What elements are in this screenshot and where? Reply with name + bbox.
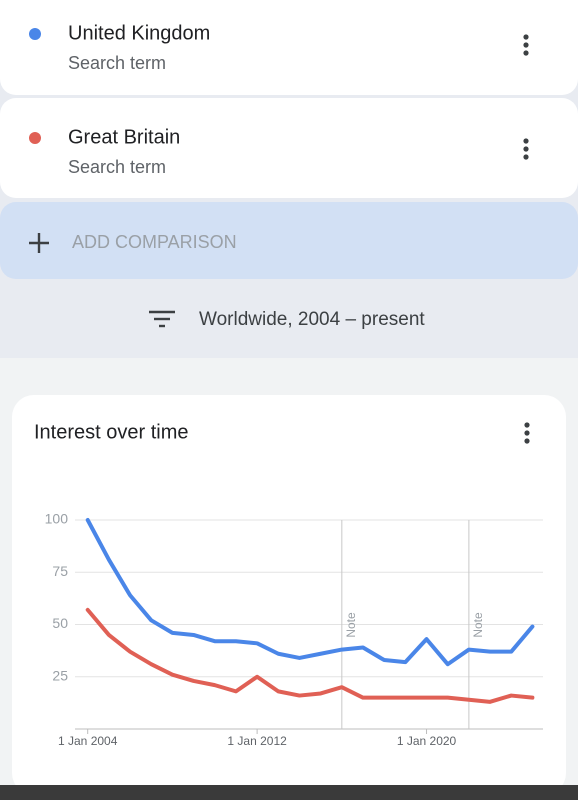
add-comparison-button[interactable] — [0, 202, 578, 279]
chart-title: Interest over time — [34, 421, 189, 443]
y-tick-label: 100 — [45, 511, 69, 527]
term-type: Search term — [68, 157, 166, 177]
chart-card — [12, 395, 566, 795]
nav-bar — [0, 785, 578, 800]
note-label: Note — [344, 612, 358, 638]
x-tick-label: 1 Jan 2004 — [58, 734, 118, 748]
kebab-menu[interactable] — [523, 138, 529, 160]
x-tick-label: 1 Jan 2012 — [227, 734, 287, 748]
x-tick-label: 1 Jan 2020 — [397, 734, 457, 748]
plus-icon — [29, 233, 49, 253]
kebab-menu[interactable] — [523, 34, 529, 56]
series-dot — [29, 28, 41, 40]
y-tick-label: 25 — [52, 667, 68, 683]
add-comparison-label: ADD COMPARISON — [72, 232, 237, 252]
series-dot — [29, 132, 41, 144]
comparison-card[interactable] — [0, 98, 578, 198]
filter-icon[interactable] — [149, 310, 175, 328]
filter-label[interactable]: Worldwide, 2004 – present — [199, 309, 425, 330]
series-line — [85, 607, 535, 704]
y-tick-label: 75 — [52, 563, 68, 579]
y-tick-label: 50 — [52, 615, 68, 631]
series-line — [85, 518, 535, 667]
note-label: Note — [471, 612, 485, 638]
term-type: Search term — [68, 53, 166, 73]
term-name: Great Britain — [68, 126, 180, 148]
kebab-menu[interactable] — [524, 422, 530, 444]
term-name: United Kingdom — [68, 22, 210, 44]
comparison-card[interactable] — [0, 0, 578, 95]
